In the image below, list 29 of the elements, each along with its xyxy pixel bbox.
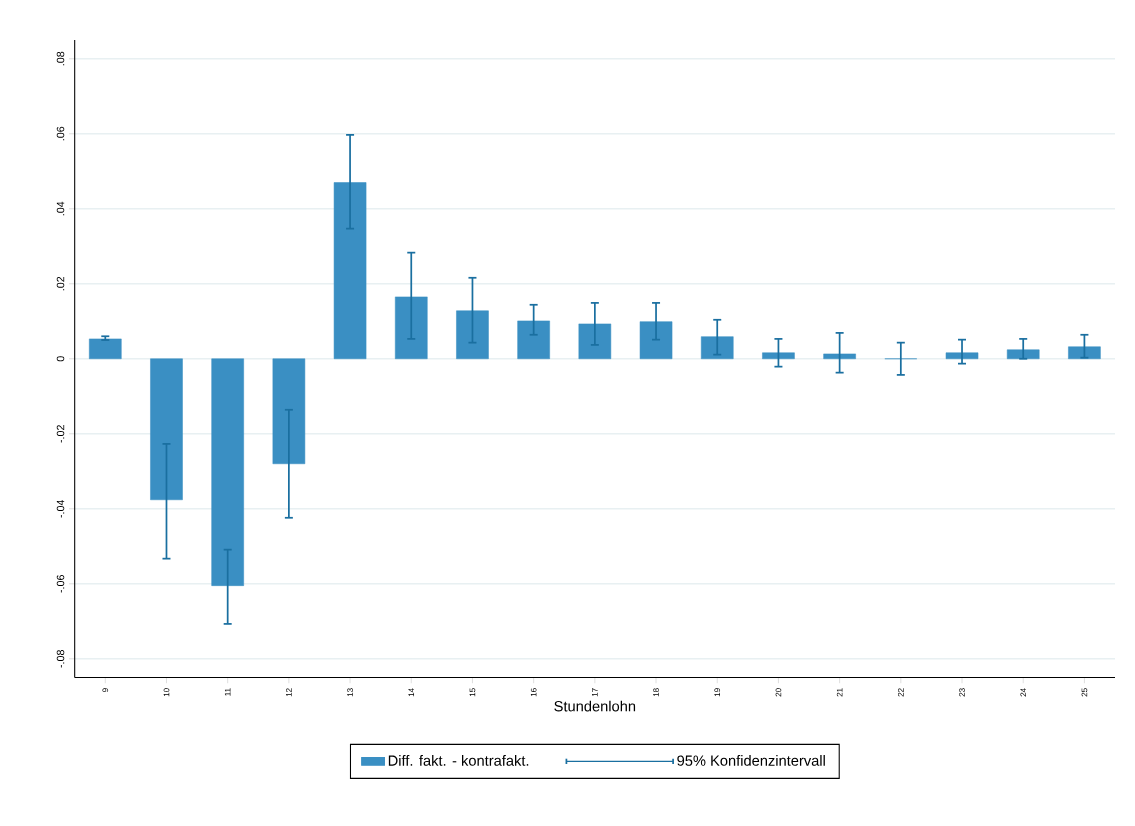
y-tick-label: -.06	[56, 575, 65, 593]
x-tick-label: 24	[1020, 688, 1027, 697]
x-tick-label: 17	[592, 688, 598, 697]
x-tick-label: 18	[653, 688, 659, 697]
x-tick-label: 14	[408, 688, 415, 697]
x-tick-label: 20	[775, 688, 782, 697]
x-tick-label: 11	[224, 688, 231, 696]
x-tick-label: 25	[1081, 688, 1088, 697]
x-tick-label: 21	[836, 688, 843, 697]
x-tick-label: 16	[530, 688, 537, 697]
y-tick-label: .02	[56, 277, 65, 291]
y-tick-label: 0	[56, 356, 65, 362]
x-tick-label: 23	[959, 688, 965, 697]
x-tick-label: 10	[163, 688, 170, 697]
y-tick-label: .06	[56, 127, 65, 141]
y-tick-label: .04	[56, 201, 65, 216]
text: 95% Konfidenzintervall	[677, 755, 825, 767]
x-tick-label: 19	[714, 688, 721, 697]
y-tick-label: -.02	[56, 425, 65, 443]
x-tick-label: 22	[898, 688, 904, 697]
x-axis-title: Stundenlohn	[554, 700, 636, 712]
x-tick-label: 13	[347, 688, 353, 697]
x-tick-label: 9	[102, 688, 109, 693]
legend-label: Diff. fakt. - kontrafakt.	[388, 755, 529, 767]
y-tick-label: -.04	[56, 500, 65, 518]
y-tick-label: .08	[56, 52, 65, 66]
x-tick-label: 15	[469, 688, 476, 697]
x-tick-label: 12	[286, 688, 292, 697]
y-tick-label: -.08	[56, 650, 65, 668]
